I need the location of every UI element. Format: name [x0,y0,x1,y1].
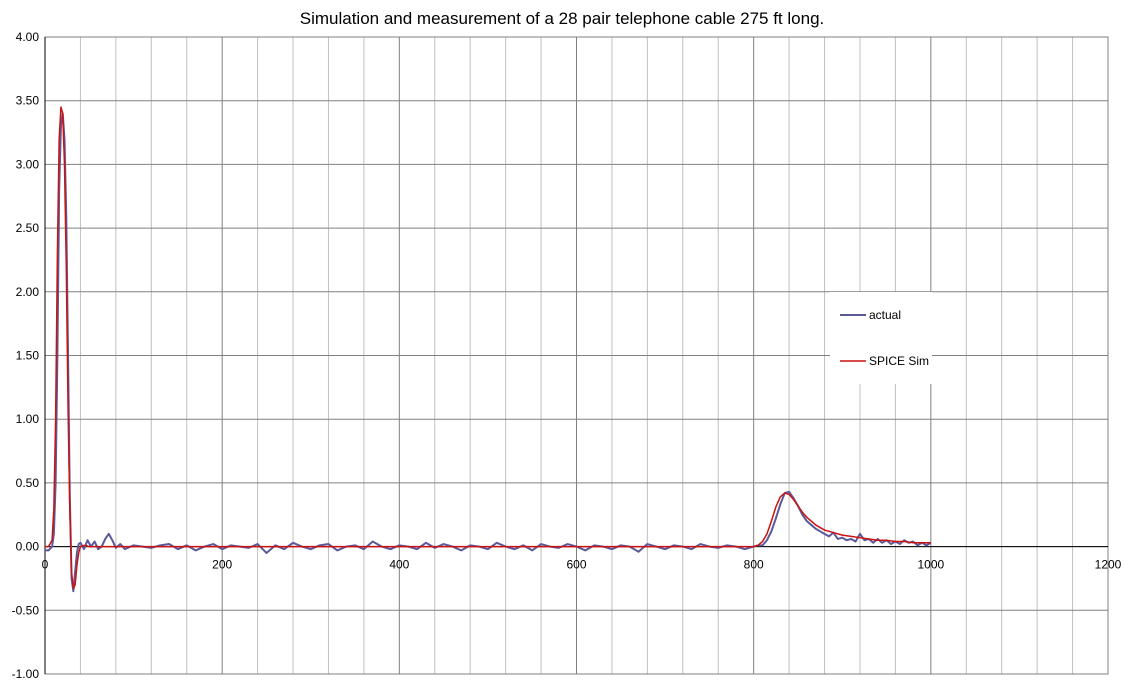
y-tick-label: 0.50 [16,476,40,490]
chart-title: Simulation and measurement of a 28 pair … [300,9,825,28]
y-tick-label: 2.00 [16,285,40,299]
y-tick-label: 3.50 [16,94,40,108]
legend-label-spice-sim: SPICE Sim [869,354,929,368]
series-layer [45,106,932,593]
x-tick-label: 0 [42,558,49,572]
y-tick-label: 2.50 [16,221,40,235]
x-tick-label: 800 [744,558,764,572]
legend-label-actual: actual [869,308,901,322]
y-tick-label: -1.00 [12,667,40,681]
x-tick-label: 200 [212,558,232,572]
x-tick-label: 1200 [1095,558,1122,572]
x-tick-label: 600 [566,558,586,572]
y-tick-label: 0.00 [16,540,40,554]
x-tick-label: 400 [389,558,409,572]
legend-box [830,292,932,384]
y-tick-label: 1.50 [16,349,40,363]
tick-labels: -1.00 -0.50 0.00 0.50 1.00 1.50 2.00 2.50 3.00 3.… [12,30,1122,681]
series-line-actual [45,112,932,593]
y-tick-label: 1.00 [16,412,40,426]
y-tick-label: 4.00 [16,30,40,44]
y-tick-label: -0.50 [12,603,40,617]
y-tick-label: 3.00 [16,157,40,171]
legend: actual SPICE Sim [830,292,932,384]
grid [44,36,1109,675]
series-line-spice-sim [45,106,931,590]
x-tick-label: 1000 [917,558,944,572]
